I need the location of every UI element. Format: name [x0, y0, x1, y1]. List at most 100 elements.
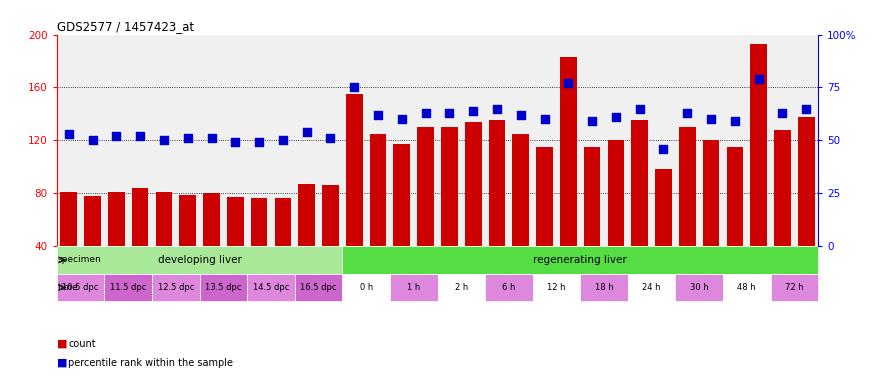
Bar — [108, 192, 124, 299]
Point — [514, 112, 528, 118]
Text: 12.5 dpc: 12.5 dpc — [158, 283, 194, 292]
Bar — [57, 274, 104, 301]
Bar — [560, 57, 577, 299]
Bar — [465, 122, 481, 299]
Bar — [676, 274, 723, 301]
Point — [181, 135, 195, 141]
Bar — [394, 144, 410, 299]
Text: specimen: specimen — [58, 255, 102, 265]
Bar — [60, 192, 77, 299]
Bar — [275, 199, 291, 299]
Point — [324, 135, 338, 141]
Point — [490, 106, 504, 112]
Point — [418, 110, 432, 116]
Text: 10.5 dpc: 10.5 dpc — [62, 283, 99, 292]
Bar — [251, 199, 268, 299]
Text: 0 h: 0 h — [360, 283, 373, 292]
Bar — [152, 274, 200, 301]
Point — [62, 131, 76, 137]
Text: 16.5 dpc: 16.5 dpc — [300, 283, 337, 292]
Point — [109, 133, 123, 139]
Bar — [798, 116, 815, 299]
Bar — [295, 274, 342, 301]
Text: 11.5 dpc: 11.5 dpc — [110, 283, 146, 292]
Point — [752, 76, 766, 82]
Text: 48 h: 48 h — [738, 283, 756, 292]
Point — [252, 139, 266, 146]
Point — [609, 114, 623, 120]
Bar — [533, 274, 580, 301]
Bar — [703, 140, 719, 299]
Bar — [536, 147, 553, 299]
Point — [299, 129, 313, 135]
Bar — [342, 274, 390, 301]
Text: 13.5 dpc: 13.5 dpc — [205, 283, 242, 292]
Point — [799, 106, 813, 112]
Bar — [84, 196, 101, 299]
Bar — [655, 169, 672, 299]
Point — [585, 118, 599, 124]
Bar — [322, 185, 339, 299]
Bar — [771, 274, 818, 301]
Bar — [438, 274, 485, 301]
Bar — [248, 274, 295, 301]
Text: regenerating liver: regenerating liver — [534, 255, 627, 265]
Text: 30 h: 30 h — [690, 283, 709, 292]
Bar — [628, 274, 676, 301]
Bar — [607, 140, 624, 299]
Text: 6 h: 6 h — [502, 283, 515, 292]
Bar — [132, 188, 149, 299]
Bar — [774, 130, 791, 299]
Point — [443, 110, 457, 116]
Point — [680, 110, 694, 116]
Bar — [104, 274, 152, 301]
Text: 1 h: 1 h — [407, 283, 420, 292]
Bar — [441, 127, 458, 299]
Text: 14.5 dpc: 14.5 dpc — [253, 283, 289, 292]
Bar — [726, 147, 743, 299]
Bar — [390, 274, 438, 301]
Bar — [751, 44, 767, 299]
Point — [228, 139, 242, 146]
Text: developing liver: developing liver — [158, 255, 242, 265]
Text: 12 h: 12 h — [547, 283, 566, 292]
Point — [775, 110, 789, 116]
Point — [466, 108, 480, 114]
Text: 18 h: 18 h — [595, 283, 613, 292]
Bar — [227, 197, 243, 299]
Bar — [584, 147, 600, 299]
Text: 24 h: 24 h — [642, 283, 661, 292]
Point — [371, 112, 385, 118]
Bar — [203, 193, 220, 299]
Text: ■: ■ — [57, 358, 71, 368]
Point — [276, 137, 290, 143]
Text: time: time — [58, 283, 78, 292]
Point — [656, 146, 670, 152]
Point — [395, 116, 409, 122]
Bar — [342, 246, 818, 274]
Point — [205, 135, 219, 141]
Point — [347, 84, 361, 91]
Bar — [723, 274, 771, 301]
Text: percentile rank within the sample: percentile rank within the sample — [68, 358, 234, 368]
Point — [704, 116, 718, 122]
Point — [86, 137, 100, 143]
Text: ■: ■ — [57, 339, 71, 349]
Bar — [370, 134, 387, 299]
Text: 2 h: 2 h — [455, 283, 468, 292]
Point — [133, 133, 147, 139]
Bar — [200, 274, 248, 301]
Bar — [57, 246, 342, 274]
Bar — [346, 94, 362, 299]
Point — [633, 106, 647, 112]
Bar — [298, 184, 315, 299]
Bar — [513, 134, 529, 299]
Point — [537, 116, 551, 122]
Bar — [580, 274, 628, 301]
Bar — [179, 195, 196, 299]
Bar — [485, 274, 533, 301]
Text: 72 h: 72 h — [785, 283, 803, 292]
Point — [728, 118, 742, 124]
Text: count: count — [68, 339, 96, 349]
Bar — [156, 192, 172, 299]
